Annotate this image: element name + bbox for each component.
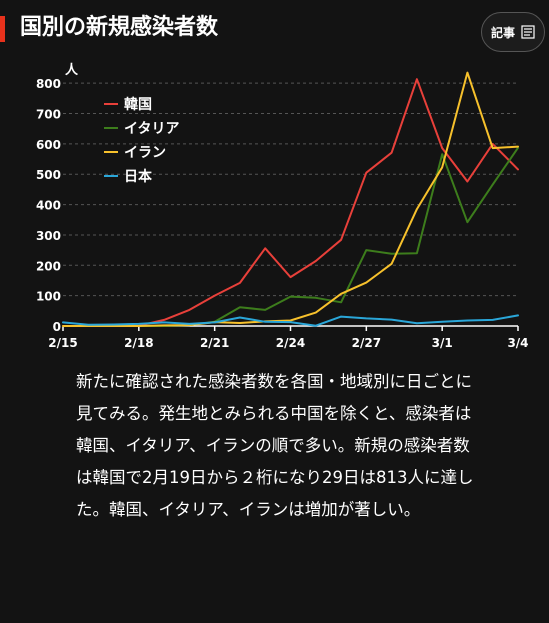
x-tick-label: 2/21 [200, 336, 229, 350]
legend-label: イタリア [124, 121, 179, 137]
series-line-日本 [62, 314, 519, 327]
series-line-韓国 [62, 78, 519, 327]
article-button-label: 記事 [490, 25, 515, 40]
legend-label: 韓国 [124, 96, 152, 113]
y-tick-label: 100 [36, 290, 61, 304]
y-tick-label: 0 [53, 320, 61, 334]
y-tick-label: 600 [36, 138, 61, 152]
page-title: 国別の新規感染者数 [20, 15, 219, 40]
y-axis-unit-label: 人 [65, 62, 79, 78]
header: 国別の新規感染者数 記事 [0, 0, 549, 60]
legend-label: イラン [124, 145, 166, 161]
line-chart: 0 100 200 300 400 500 600 700 800 人 2/15 2/18 2/21 2/… [36, 62, 529, 350]
y-tick-label: 400 [36, 199, 61, 213]
x-tick-label: 3/4 [507, 336, 528, 350]
article-button[interactable]: 記事 [481, 12, 545, 52]
x-tick-label: 2/24 [276, 336, 305, 350]
y-tick-label: 200 [36, 259, 61, 273]
document-lines-icon [521, 25, 535, 39]
title-accent-bar [0, 16, 5, 42]
x-tick-label: 2/15 [48, 336, 77, 350]
chart-description: 新たに確認された感染者数を各国・地域別に日ごとに見てみる。発生地とみられる中国を… [76, 372, 474, 519]
x-tick-label: 2/27 [352, 336, 381, 350]
legend-label: 日本 [124, 168, 153, 185]
y-tick-label: 800 [36, 77, 61, 91]
series-line-イラン [62, 71, 519, 327]
chart-container: 0 100 200 300 400 500 600 700 800 人 2/15 2/18 2/21 2/… [0, 58, 549, 358]
y-tick-label: 700 [36, 108, 61, 122]
y-tick-label: 300 [36, 229, 61, 243]
x-tick-label: 3/1 [432, 336, 453, 350]
y-tick-label: 500 [36, 168, 61, 182]
x-tick-label: 2/18 [124, 336, 153, 350]
